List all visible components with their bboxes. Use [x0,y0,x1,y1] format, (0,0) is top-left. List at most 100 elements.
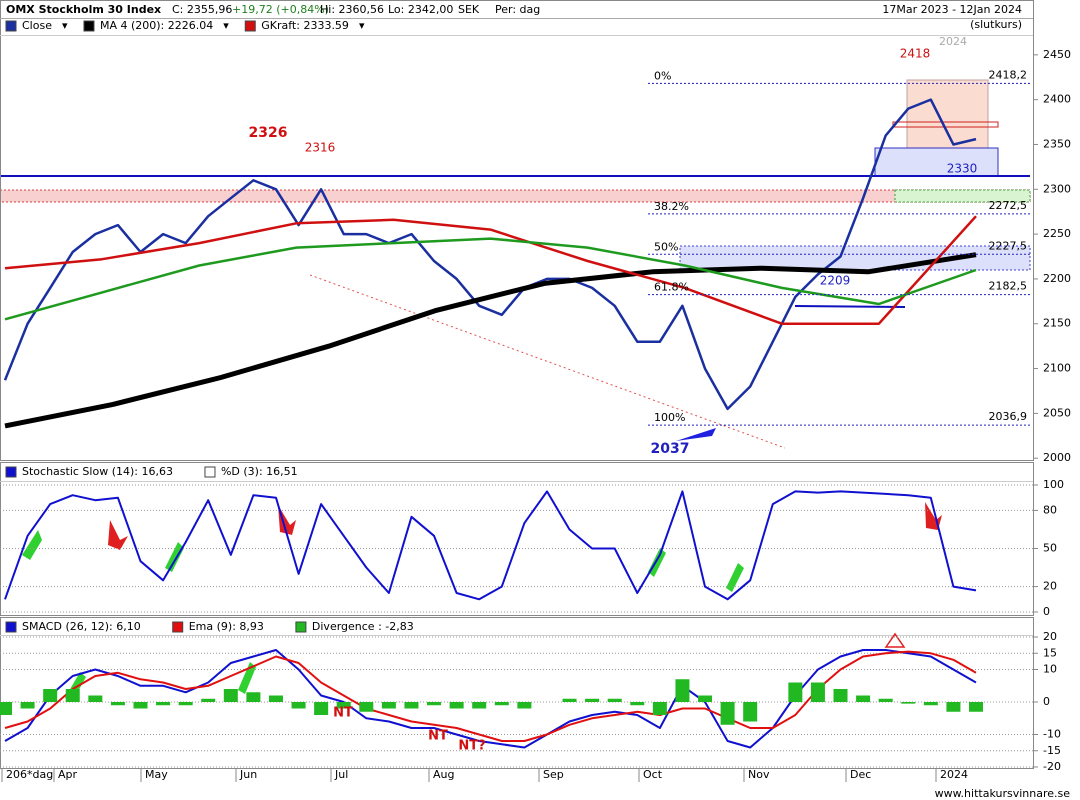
bar [404,702,419,709]
bar [336,702,351,709]
y-tick-label: 2000 [1043,451,1071,464]
series-line [4,252,977,429]
bar [810,682,825,702]
info: SEK [458,3,480,16]
date-range: 17Mar 2023 - 12Jan 2024 [882,3,1022,16]
y-tick-label: 2350 [1043,137,1071,150]
legend-label: %D (3): 16,51 [221,465,298,478]
bar [178,702,193,706]
bar [314,702,329,715]
bar [969,702,983,712]
bar [630,702,645,706]
x-tick-label: Jul [334,768,348,781]
arrow-up [165,542,184,572]
y-tick-label: -15 [1043,744,1061,757]
legend-dropdown: ▾ [359,19,365,32]
annotation: 2037 [651,441,690,457]
info: Hi: 2360,56 [320,3,384,16]
info: Per: dag [495,3,540,16]
y-tick-label: 20 [1043,580,1057,593]
fib-zone [679,245,1031,271]
bar [20,702,35,709]
info: +19,72 (+0,84%) [232,3,329,16]
bar [110,702,125,706]
bar [359,702,374,712]
x-tick-label: 206*dag [6,768,53,781]
bar [946,702,961,712]
y-tick-label: 2300 [1043,182,1071,195]
bar [88,695,103,702]
annotation: 2330 [947,162,978,176]
y-tick-label: 15 [1043,646,1057,659]
y-tick-label: 50 [1043,542,1057,555]
level-label: 2182,5 [989,280,1028,293]
bar [156,702,171,706]
arrow [676,428,716,441]
x-tick-label: Dec [850,768,871,781]
title: OMX Stockholm 30 Index [6,3,161,16]
arrow-up [22,530,42,560]
series-line [4,215,977,325]
legend-swatch [204,466,216,478]
legend-label: SMACD (26, 12): 6,10 [22,620,141,633]
level-label: 2036,9 [989,410,1028,423]
y-tick-label: 0 [1043,695,1050,708]
support-zone [894,189,1031,203]
legend-label: Ema (9): 8,93 [189,620,264,633]
legend-swatch [172,621,184,633]
series-line [4,490,977,601]
top-box [906,79,989,161]
bar [652,702,667,715]
bar [381,702,396,709]
level-pct: 61.8% [654,281,689,294]
y-tick-label: 0 [1043,605,1050,618]
y-tick-label: -10 [1043,728,1061,741]
bar [494,702,509,706]
level-pct: 50% [654,240,678,253]
x-tick-label: Apr [58,768,78,781]
legend-dropdown: ▾ [223,19,229,32]
annotation: 2209 [820,274,851,288]
legend-swatch [295,621,307,633]
bar [675,679,690,702]
legend-swatch [83,20,95,32]
legend-label: MA 4 (200): 2226.04 [100,19,213,32]
y-tick-label: 20 [1043,630,1057,643]
x-tick-label: Sep [543,768,564,781]
bar [201,698,216,702]
source: www.hittakursvinnare.se [935,787,1071,800]
y-tick-label: 2250 [1043,227,1071,240]
y-tick-label: 2450 [1043,48,1071,61]
triangle [884,632,906,648]
legend-label: Stochastic Slow (14): 16,63 [22,465,173,478]
bar [878,698,893,702]
trend-line [309,274,786,449]
level-pct: 38.2% [654,200,689,213]
x-tick-label: May [145,768,168,781]
y-tick-label: 2100 [1043,362,1071,375]
arrow-up [648,548,666,577]
level-label: 2272,5 [989,199,1028,212]
bar [246,692,261,702]
y-tick-label: -20 [1043,760,1061,773]
legend-label: Close [22,19,52,32]
level-label: 2227,5 [989,239,1028,252]
level-pct: 100% [654,411,685,424]
x-tick-label: Jun [239,768,257,781]
bar [291,702,306,709]
info: C: 2355,96 [172,3,232,16]
y-tick-label: 80 [1043,503,1057,516]
legend-label: Divergence : -2,83 [312,620,414,633]
price-panel [0,0,1034,461]
y-tick-label: 2050 [1043,406,1071,419]
bar [268,695,283,702]
level-pct: 0% [654,69,671,82]
bar [901,702,916,704]
arrow-up [238,662,256,694]
y-tick-label: 2150 [1043,317,1071,330]
y-tick-label: 100 [1043,478,1064,491]
bar [65,689,80,702]
bar [427,702,442,706]
legend-swatch [5,466,17,478]
